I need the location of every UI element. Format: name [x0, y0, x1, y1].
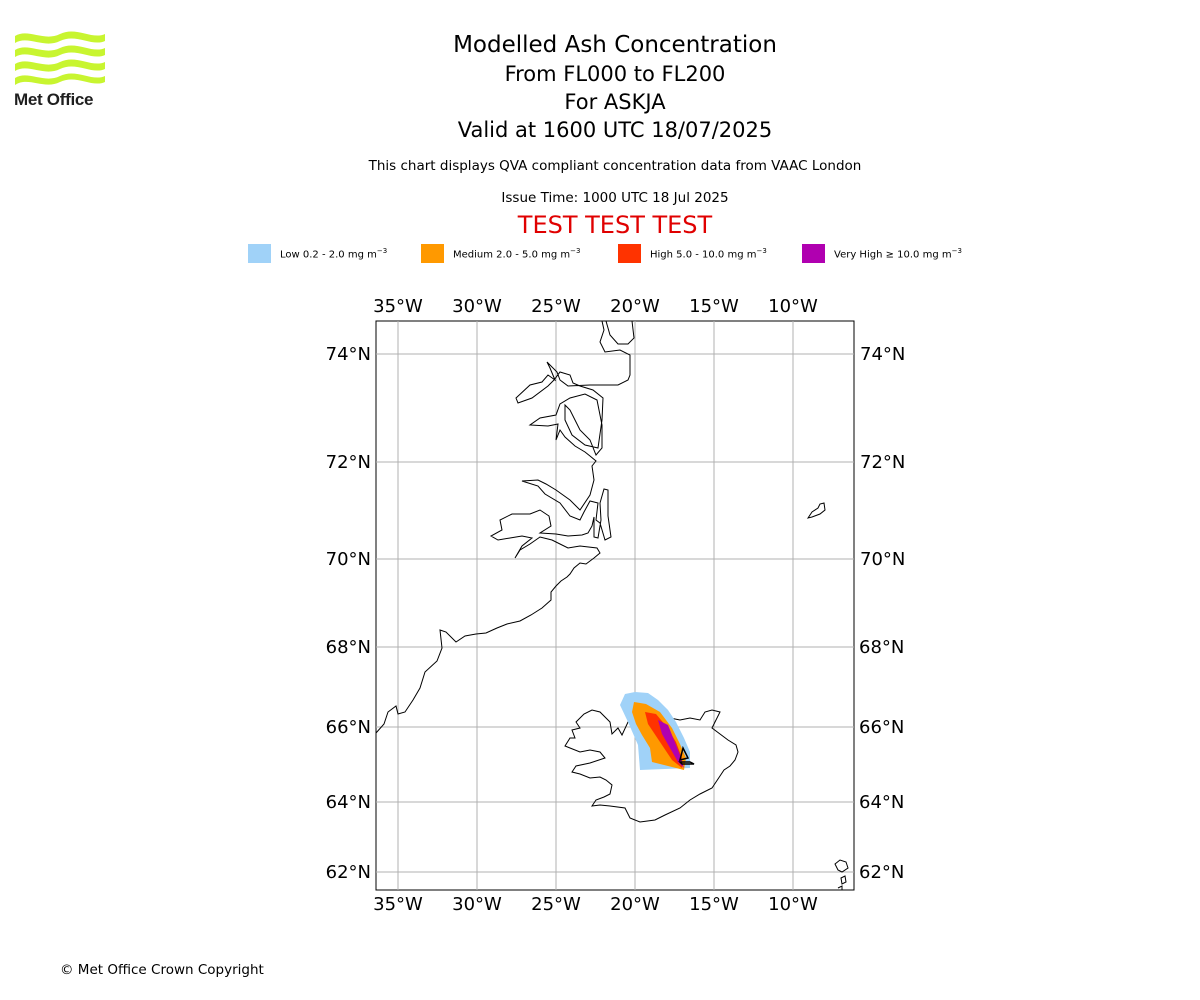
met-office-waves-icon — [15, 31, 105, 85]
copyright-notice: © Met Office Crown Copyright — [60, 962, 264, 978]
ash-high-region — [645, 712, 682, 768]
volcano-marker-icon — [678, 745, 695, 765]
met-office-logo: Met Office — [14, 30, 109, 110]
legend-label-medium: Medium 2.0 - 5.0 mg m−3 — [453, 246, 581, 261]
faroe-coastline — [834, 859, 849, 890]
issue-time: Issue Time: 1000 UTC 18 Jul 2025 — [501, 190, 729, 206]
legend-swatch-very-high — [802, 244, 825, 263]
graticule — [376, 321, 854, 890]
test-banner: TEST TEST TEST — [517, 211, 713, 239]
legend-label-very-high: Very High ≥ 10.0 mg m−3 — [834, 246, 962, 261]
flight-level-range: From FL000 to FL200 — [504, 62, 726, 86]
legend-label-high: High 5.0 - 10.0 mg m−3 — [650, 246, 767, 261]
legend-swatch-low — [248, 244, 271, 263]
legend-swatch-medium — [421, 244, 444, 263]
legend-label-low: Low 0.2 - 2.0 mg m−3 — [280, 246, 388, 261]
title-block: Modelled Ash Concentration From FL000 to… — [315, 30, 915, 240]
map-frame — [375, 320, 855, 891]
ash-very-high-region — [658, 720, 684, 768]
chart-title: Modelled Ash Concentration — [453, 32, 777, 58]
jan-mayen-coastline — [806, 502, 826, 519]
legend-swatch-high — [618, 244, 641, 263]
logo-text: Met Office — [14, 90, 94, 109]
legend-item-low: Low 0.2 - 2.0 mg m−3 — [248, 244, 387, 263]
greenland-coastline — [375, 320, 635, 734]
qva-note: This chart displays QVA compliant concen… — [368, 158, 862, 174]
legend-item-very-high: Very High ≥ 10.0 mg m−3 — [802, 244, 962, 263]
ash-plume — [620, 692, 695, 770]
valid-time: Valid at 1600 UTC 18/07/2025 — [457, 118, 773, 142]
legend-item-high: High 5.0 - 10.0 mg m−3 — [618, 244, 767, 263]
volcano-name: For ASKJA — [564, 90, 666, 114]
legend-item-medium: Medium 2.0 - 5.0 mg m−3 — [421, 244, 580, 263]
